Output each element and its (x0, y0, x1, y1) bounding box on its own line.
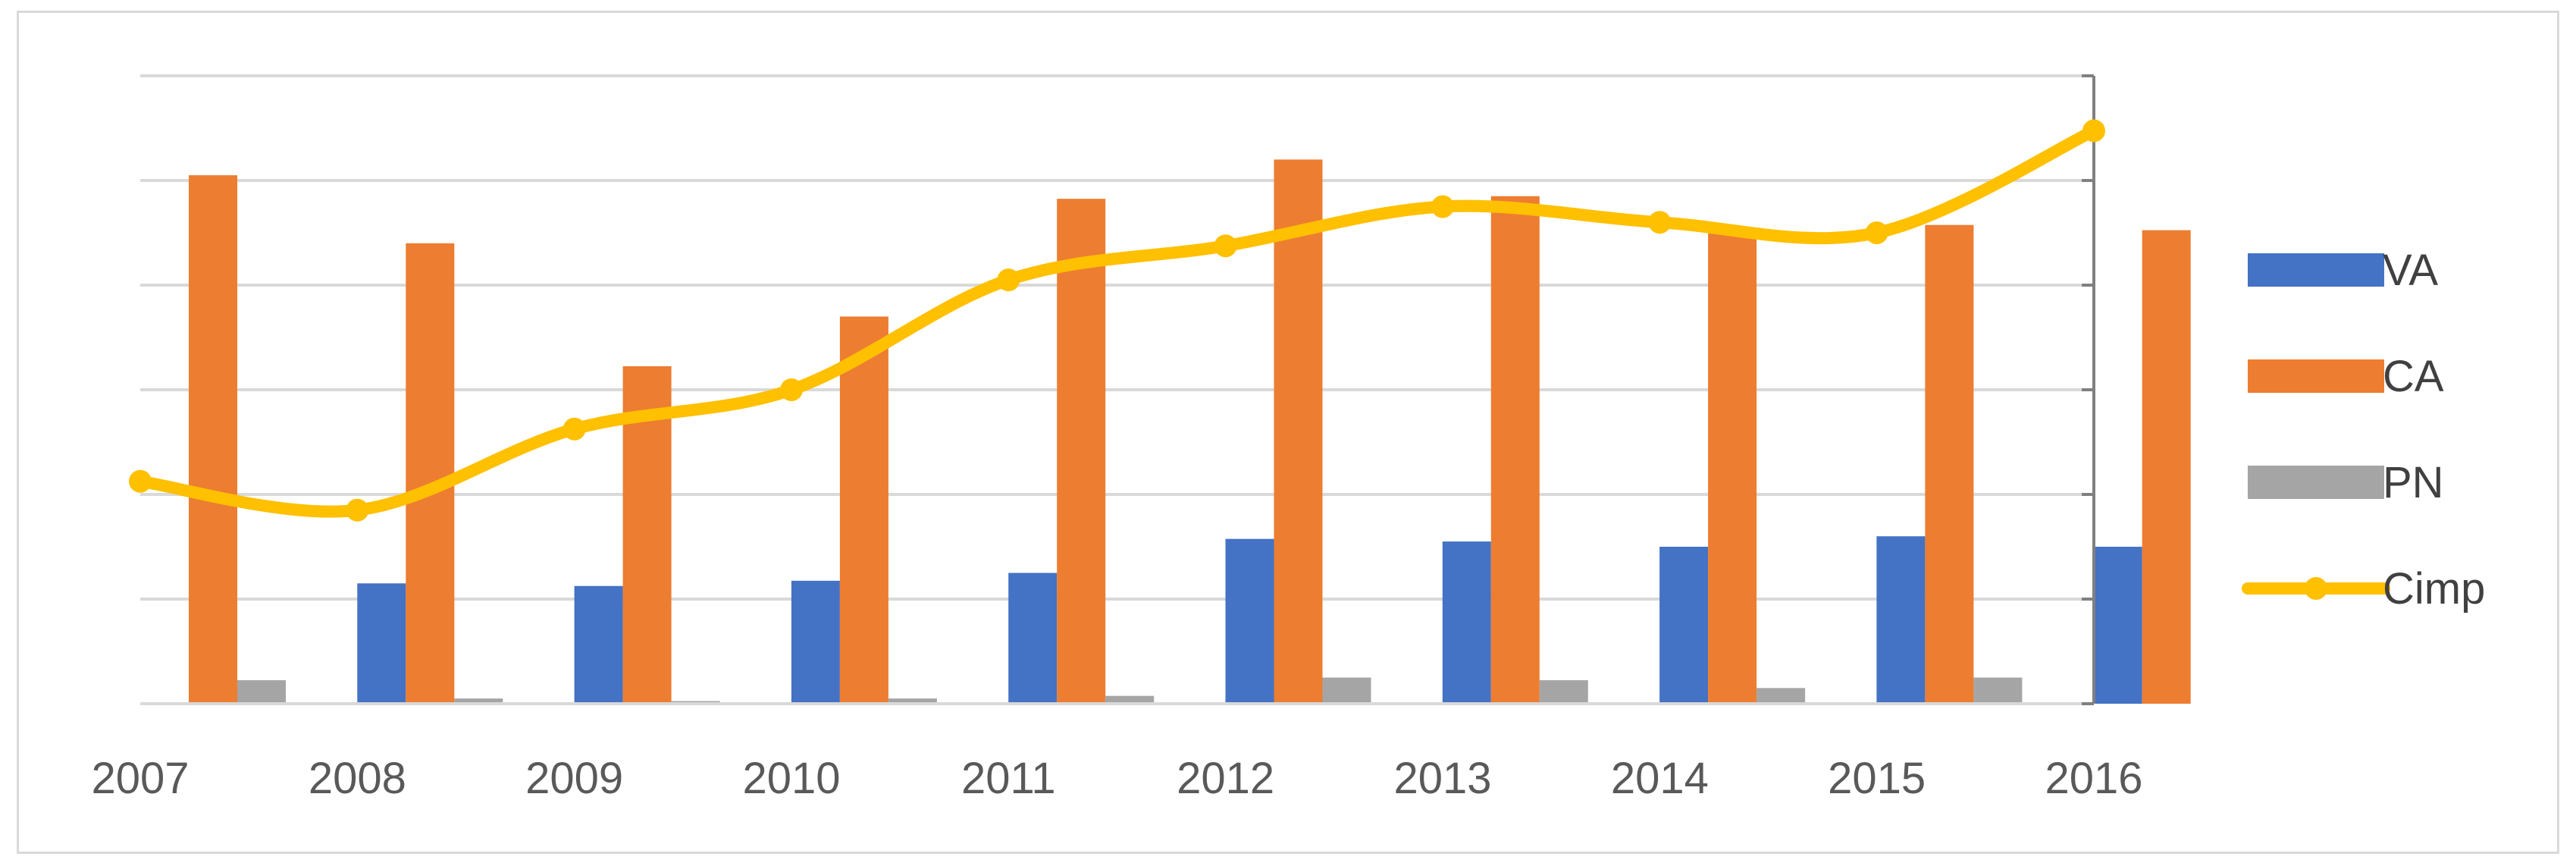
point-cimp-2009 (563, 417, 586, 441)
x-tick-label: 2010 (742, 754, 840, 803)
bar-ca-2015 (1925, 224, 1974, 704)
axes (140, 74, 2095, 705)
line-cimp (134, 124, 2100, 518)
x-tick-label: 2012 (1177, 754, 1274, 803)
x-tick-label: 2016 (2045, 754, 2142, 803)
bar-va-2015 (1876, 536, 1926, 704)
x-tick-label: 2014 (1611, 754, 1709, 803)
x-tick-label: 2013 (1393, 754, 1491, 803)
x-tick-label: 2008 (309, 754, 406, 803)
bar-pn-2014 (1757, 688, 1806, 704)
legend-label: PN (2383, 458, 2444, 507)
bar-ca-2013 (1490, 196, 1540, 704)
legend-label: CA (2383, 352, 2444, 401)
legend-swatch (2248, 253, 2384, 287)
bar-va-2016 (2093, 547, 2142, 704)
bar-ca-2011 (1057, 199, 1106, 704)
bar-ca-2014 (1708, 227, 1757, 704)
bar-pn-2015 (1973, 677, 2023, 704)
x-axis-tick-labels: 2007 2008 2009 2010 2011 2012 2013 2014 2015 2016 (91, 754, 2142, 803)
point-cimp-2010 (780, 378, 803, 401)
point-cimp-2014 (1648, 211, 1672, 234)
gridlines (140, 74, 2094, 601)
bar-va-2009 (574, 585, 623, 704)
legend-label: VA (2383, 246, 2438, 295)
x-tick-label: 2009 (525, 754, 623, 803)
bar-va-2013 (1442, 541, 1491, 704)
line-series (129, 119, 2105, 522)
bar-ca-2010 (839, 316, 888, 704)
point-cimp-2007 (129, 469, 152, 493)
x-tick-label: 2011 (961, 754, 1056, 803)
bar-va-2014 (1659, 547, 1709, 704)
bar-ca-2007 (189, 175, 237, 704)
chart-frame (17, 11, 2559, 854)
point-cimp-2012 (1214, 234, 1237, 258)
bar-ca-2016 (2142, 230, 2191, 704)
bar-va-2012 (1225, 538, 1274, 704)
legend-swatch-marker (2305, 577, 2327, 600)
legend-item-va: VA (2248, 246, 2438, 295)
bar-pn-2012 (1322, 677, 1371, 704)
point-cimp-2016 (2082, 119, 2105, 143)
point-cimp-2008 (346, 498, 369, 522)
bar-pn-2008 (454, 698, 503, 704)
legend-swatch (2248, 466, 2384, 499)
bar-va-2011 (1008, 573, 1058, 704)
legend: VA CA PN Cimp (2242, 246, 2485, 613)
point-cimp-2013 (1431, 195, 1454, 218)
bar-ca-2008 (406, 243, 455, 704)
bar-pn-2007 (237, 679, 286, 704)
legend-item-ca: CA (2248, 352, 2444, 401)
bar-ca-2012 (1274, 159, 1323, 704)
bar-pn-2010 (888, 698, 937, 704)
x-tick-label: 2007 (91, 754, 189, 803)
x-tick-label: 2015 (1828, 754, 1926, 803)
bar-pn-2013 (1539, 679, 1588, 704)
legend-item-cimp: Cimp (2242, 564, 2485, 613)
bar-pn-2011 (1105, 695, 1155, 704)
point-cimp-2015 (1865, 221, 1888, 244)
point-cimp-2011 (997, 268, 1020, 292)
legend-item-pn: PN (2248, 458, 2444, 507)
legend-label: Cimp (2383, 564, 2485, 613)
bars (189, 159, 2191, 704)
bar-va-2010 (791, 580, 840, 704)
legend-swatch (2248, 359, 2384, 393)
bar-va-2008 (357, 583, 406, 704)
